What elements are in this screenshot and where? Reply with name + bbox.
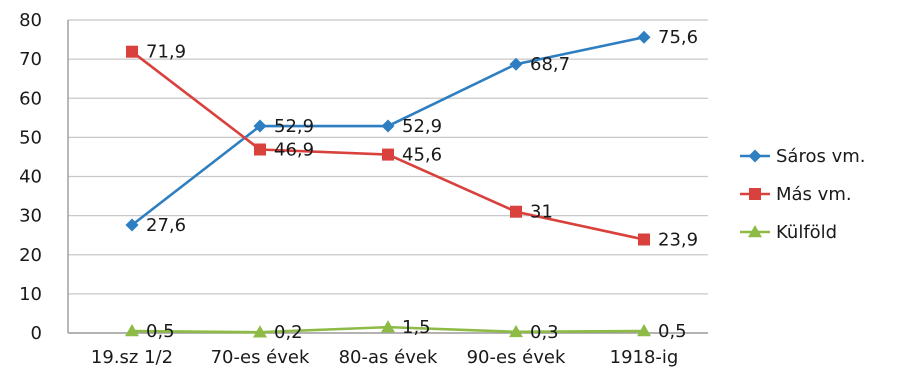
legend-label: Külföld bbox=[776, 222, 837, 243]
data-point bbox=[381, 119, 395, 133]
data-point bbox=[125, 218, 139, 232]
data-label: 0,5 bbox=[146, 321, 175, 342]
data-label: 0,3 bbox=[530, 322, 559, 343]
data-label: 0,5 bbox=[658, 321, 687, 342]
grid-layer bbox=[68, 19, 708, 295]
y-tick-label: 20 bbox=[19, 245, 42, 266]
legend-label: Sáros vm. bbox=[776, 146, 865, 167]
legend-marker bbox=[749, 188, 761, 200]
label-layer: 27,6 52,9 52,9 68,7 75,6 71,9 46,9 45,6 31 23,9 0,… bbox=[146, 27, 698, 343]
data-label: 0,2 bbox=[274, 322, 303, 343]
data-point bbox=[382, 148, 394, 161]
y-tick-label: 60 bbox=[19, 88, 42, 109]
data-point bbox=[509, 57, 523, 71]
data-point bbox=[253, 119, 267, 133]
series-line bbox=[131, 50, 645, 241]
data-point bbox=[254, 143, 266, 156]
x-tick-label: 70-es évek bbox=[211, 347, 310, 368]
data-point bbox=[126, 45, 138, 58]
x-tick-label: 90-es évek bbox=[467, 347, 566, 368]
data-point bbox=[125, 324, 139, 337]
data-label: 71,9 bbox=[146, 42, 186, 63]
data-label: 52,9 bbox=[402, 116, 442, 137]
data-point bbox=[637, 324, 651, 337]
data-label: 68,7 bbox=[530, 54, 570, 75]
y-tick-label: 50 bbox=[19, 127, 42, 148]
data-label: 46,9 bbox=[274, 140, 314, 161]
y-tick-label: 10 bbox=[19, 284, 42, 305]
data-point bbox=[381, 320, 395, 333]
data-label: 23,9 bbox=[658, 229, 698, 250]
data-label: 45,6 bbox=[402, 145, 442, 166]
legend-marker bbox=[748, 149, 762, 163]
series-layer bbox=[125, 30, 651, 338]
series-0 bbox=[125, 30, 651, 232]
data-label: 27,6 bbox=[146, 215, 186, 236]
data-label: 52,9 bbox=[274, 116, 314, 137]
y-tick-label: 70 bbox=[19, 49, 42, 70]
data-point bbox=[509, 324, 523, 338]
data-point bbox=[253, 325, 267, 338]
y-tick-label: 0 bbox=[31, 323, 42, 344]
axis-layer: 0 10 20 30 40 50 60 70 80 19.sz 1/2 70-es évek 80-a… bbox=[19, 10, 708, 368]
data-label: 1,5 bbox=[402, 317, 431, 338]
x-tick-label: 1918-ig bbox=[610, 347, 679, 368]
data-point bbox=[510, 205, 522, 218]
x-tick-label: 19.sz 1/2 bbox=[91, 347, 173, 368]
series-2 bbox=[125, 320, 651, 338]
legend-label: Más vm. bbox=[776, 184, 852, 205]
y-tick-label: 40 bbox=[19, 167, 42, 188]
legend-item: Sáros vm. bbox=[740, 146, 865, 167]
legend-item: Más vm. bbox=[740, 184, 852, 205]
data-point bbox=[637, 30, 651, 44]
series-1 bbox=[126, 45, 650, 246]
legend-item: Külföld bbox=[740, 222, 837, 243]
legend-marker bbox=[748, 225, 762, 238]
data-label: 31 bbox=[530, 202, 553, 223]
y-tick-label: 80 bbox=[19, 10, 42, 31]
legend: Sáros vm. Más vm. Külföld bbox=[740, 146, 865, 243]
x-tick-label: 80-as évek bbox=[339, 347, 438, 368]
data-label: 75,6 bbox=[658, 27, 698, 48]
data-point bbox=[638, 233, 650, 246]
y-tick-label: 30 bbox=[19, 206, 42, 227]
